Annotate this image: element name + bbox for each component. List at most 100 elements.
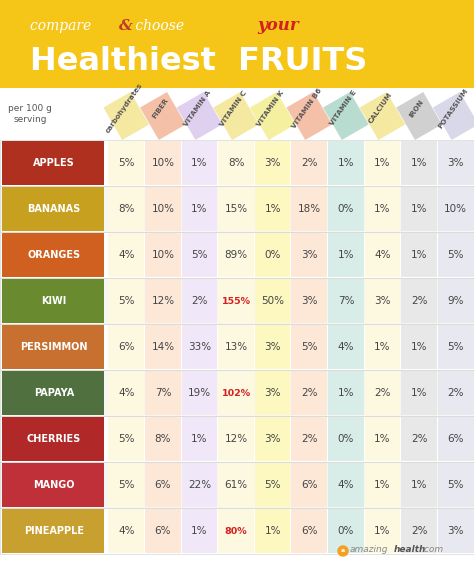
Bar <box>328 371 364 415</box>
Bar <box>182 141 217 185</box>
Bar <box>109 509 144 553</box>
Text: 4%: 4% <box>118 526 135 536</box>
Bar <box>292 187 327 231</box>
Bar <box>255 371 291 415</box>
Text: 18%: 18% <box>298 204 321 214</box>
Text: 8%: 8% <box>118 204 135 214</box>
Bar <box>365 279 401 323</box>
Text: 3%: 3% <box>264 342 281 352</box>
Text: 50%: 50% <box>261 296 284 306</box>
Text: 6%: 6% <box>118 342 135 352</box>
Bar <box>328 187 364 231</box>
Bar <box>219 279 254 323</box>
Bar <box>401 187 437 231</box>
Bar <box>219 463 254 507</box>
Text: 1%: 1% <box>411 204 428 214</box>
Text: choose: choose <box>131 19 189 33</box>
Bar <box>328 279 364 323</box>
Text: 10%: 10% <box>151 250 174 260</box>
Text: .com: .com <box>421 545 443 554</box>
Text: a: a <box>341 548 345 553</box>
Bar <box>328 141 364 185</box>
Bar <box>255 233 291 277</box>
Text: 7%: 7% <box>337 296 354 306</box>
Text: 3%: 3% <box>447 526 464 536</box>
Text: 1%: 1% <box>374 204 391 214</box>
Text: 1%: 1% <box>264 526 281 536</box>
Text: 1%: 1% <box>191 158 208 168</box>
Bar <box>328 509 364 553</box>
Bar <box>2 463 104 507</box>
Text: 10%: 10% <box>444 204 467 214</box>
Text: 1%: 1% <box>411 250 428 260</box>
Bar <box>0 462 474 508</box>
Bar <box>255 417 291 461</box>
Text: 13%: 13% <box>225 342 247 352</box>
Text: 3%: 3% <box>301 296 318 306</box>
Text: 12%: 12% <box>151 296 174 306</box>
Bar <box>145 279 181 323</box>
Bar <box>292 509 327 553</box>
Bar <box>182 417 217 461</box>
Bar <box>292 325 327 369</box>
Text: 1%: 1% <box>337 250 354 260</box>
Bar <box>219 325 254 369</box>
Bar <box>145 187 181 231</box>
Text: 10%: 10% <box>151 158 174 168</box>
Text: 1%: 1% <box>337 158 354 168</box>
Text: FIBER: FIBER <box>151 97 170 119</box>
Bar <box>255 141 291 185</box>
Bar <box>145 233 181 277</box>
Text: IRON: IRON <box>409 99 425 118</box>
Bar <box>0 324 474 370</box>
Text: 33%: 33% <box>188 342 211 352</box>
Text: your: your <box>257 16 299 34</box>
Text: 3%: 3% <box>264 434 281 444</box>
Text: 4%: 4% <box>337 480 354 490</box>
Bar <box>182 463 217 507</box>
Text: MANGO: MANGO <box>33 480 75 490</box>
Text: ORANGES: ORANGES <box>27 250 81 260</box>
Text: 4%: 4% <box>118 250 135 260</box>
Text: &: & <box>119 19 133 33</box>
Bar <box>109 187 144 231</box>
Text: 2%: 2% <box>301 388 318 398</box>
Text: 2%: 2% <box>411 434 428 444</box>
Text: 1%: 1% <box>264 204 281 214</box>
Bar <box>438 463 474 507</box>
Text: 5%: 5% <box>447 480 464 490</box>
Text: 22%: 22% <box>188 480 211 490</box>
Bar <box>219 417 254 461</box>
Text: VITAMIN A: VITAMIN A <box>182 89 212 127</box>
Bar <box>0 416 474 462</box>
Bar <box>292 141 327 185</box>
FancyBboxPatch shape <box>396 92 442 140</box>
Bar <box>145 417 181 461</box>
Text: 8%: 8% <box>155 434 171 444</box>
Bar <box>2 141 104 185</box>
Bar <box>438 325 474 369</box>
Bar <box>109 417 144 461</box>
Text: 89%: 89% <box>225 250 247 260</box>
Text: 3%: 3% <box>447 158 464 168</box>
FancyBboxPatch shape <box>213 92 259 140</box>
Bar <box>109 233 144 277</box>
Bar <box>401 279 437 323</box>
Bar <box>438 509 474 553</box>
Text: 0%: 0% <box>337 204 354 214</box>
Bar <box>219 509 254 553</box>
Bar <box>182 509 217 553</box>
Bar <box>401 233 437 277</box>
Text: 61%: 61% <box>225 480 247 490</box>
Bar <box>0 232 474 278</box>
Text: 1%: 1% <box>374 158 391 168</box>
Bar <box>2 279 104 323</box>
Text: PINEAPPLE: PINEAPPLE <box>24 526 84 536</box>
Bar <box>292 279 327 323</box>
Bar <box>219 141 254 185</box>
Bar <box>109 371 144 415</box>
Text: 1%: 1% <box>191 526 208 536</box>
Bar <box>109 463 144 507</box>
Bar <box>365 463 401 507</box>
Bar <box>0 278 474 324</box>
